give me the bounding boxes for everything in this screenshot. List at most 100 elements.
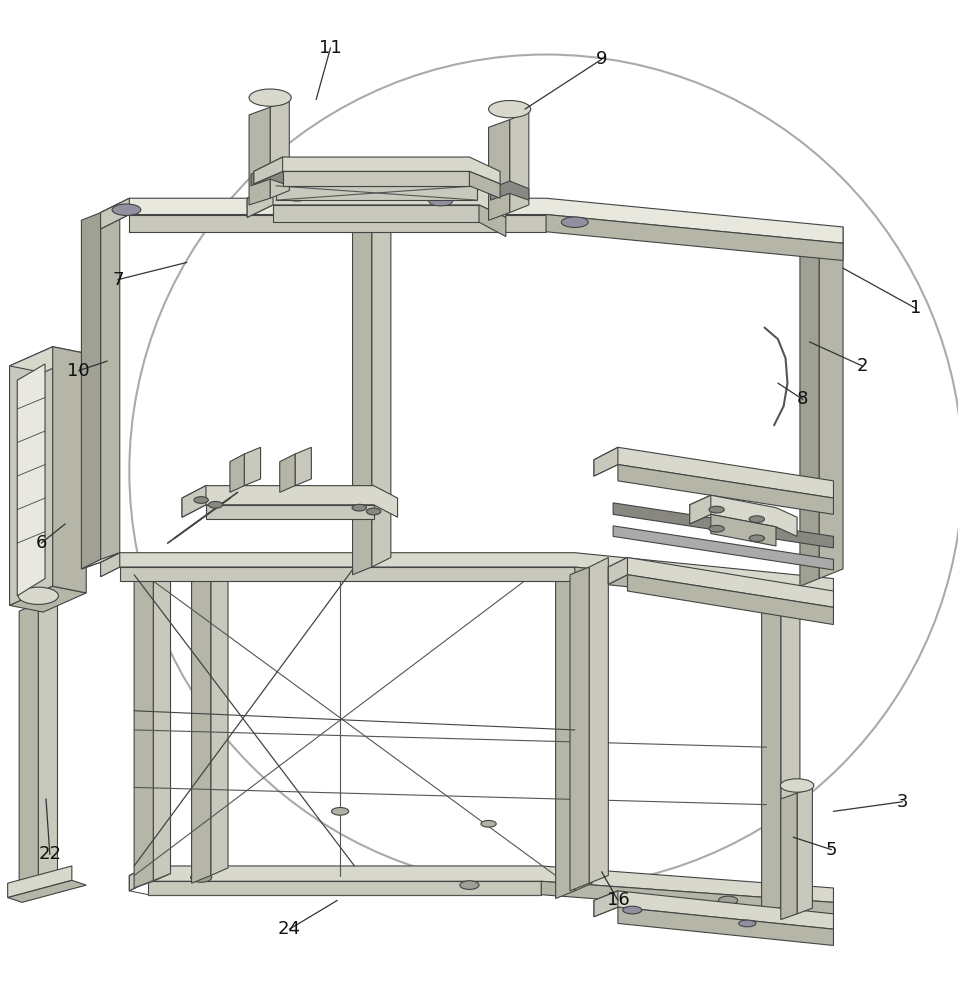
Polygon shape bbox=[283, 171, 469, 186]
Polygon shape bbox=[129, 866, 833, 902]
Polygon shape bbox=[120, 567, 575, 581]
Polygon shape bbox=[129, 866, 148, 891]
Polygon shape bbox=[613, 503, 833, 548]
Text: 24: 24 bbox=[278, 920, 301, 938]
Ellipse shape bbox=[481, 820, 496, 827]
Polygon shape bbox=[618, 907, 833, 945]
Polygon shape bbox=[19, 603, 38, 891]
Polygon shape bbox=[276, 186, 477, 200]
Polygon shape bbox=[254, 157, 283, 184]
Text: 9: 9 bbox=[596, 50, 607, 68]
Polygon shape bbox=[101, 553, 120, 577]
Ellipse shape bbox=[209, 501, 222, 508]
Polygon shape bbox=[153, 557, 171, 881]
Polygon shape bbox=[479, 205, 506, 237]
Ellipse shape bbox=[623, 906, 642, 914]
Polygon shape bbox=[273, 205, 479, 222]
Polygon shape bbox=[101, 203, 120, 562]
Polygon shape bbox=[594, 447, 618, 476]
Polygon shape bbox=[489, 120, 510, 220]
Polygon shape bbox=[594, 891, 833, 929]
Polygon shape bbox=[570, 567, 589, 891]
Text: 5: 5 bbox=[826, 841, 837, 859]
Polygon shape bbox=[797, 787, 812, 914]
Polygon shape bbox=[10, 586, 86, 612]
Polygon shape bbox=[762, 586, 781, 915]
Ellipse shape bbox=[331, 808, 349, 815]
Polygon shape bbox=[129, 215, 546, 232]
Ellipse shape bbox=[749, 535, 764, 542]
Ellipse shape bbox=[460, 881, 479, 889]
Ellipse shape bbox=[718, 896, 738, 905]
Polygon shape bbox=[101, 198, 843, 243]
Polygon shape bbox=[182, 486, 398, 517]
Polygon shape bbox=[8, 866, 72, 898]
Polygon shape bbox=[781, 577, 800, 907]
Polygon shape bbox=[800, 237, 819, 586]
Polygon shape bbox=[608, 557, 833, 607]
Ellipse shape bbox=[780, 779, 813, 792]
Polygon shape bbox=[270, 100, 289, 198]
Polygon shape bbox=[541, 881, 833, 917]
Polygon shape bbox=[182, 486, 206, 517]
Polygon shape bbox=[101, 553, 833, 593]
Polygon shape bbox=[247, 186, 506, 217]
Polygon shape bbox=[249, 107, 270, 205]
Polygon shape bbox=[594, 891, 618, 917]
Ellipse shape bbox=[709, 506, 724, 513]
Text: 11: 11 bbox=[319, 39, 342, 57]
Text: 7: 7 bbox=[112, 271, 124, 289]
Polygon shape bbox=[711, 514, 776, 546]
Polygon shape bbox=[192, 567, 211, 883]
Polygon shape bbox=[781, 793, 797, 920]
Polygon shape bbox=[594, 447, 833, 498]
Polygon shape bbox=[148, 881, 541, 895]
Polygon shape bbox=[244, 447, 261, 486]
Polygon shape bbox=[230, 454, 244, 492]
Polygon shape bbox=[251, 167, 289, 186]
Ellipse shape bbox=[18, 587, 58, 604]
Polygon shape bbox=[690, 495, 711, 524]
Text: 3: 3 bbox=[897, 793, 908, 811]
Polygon shape bbox=[295, 447, 311, 486]
Polygon shape bbox=[613, 526, 833, 570]
Polygon shape bbox=[575, 557, 592, 891]
Text: 8: 8 bbox=[797, 390, 809, 408]
Ellipse shape bbox=[249, 89, 291, 106]
Polygon shape bbox=[10, 347, 86, 373]
Ellipse shape bbox=[191, 873, 212, 882]
Polygon shape bbox=[251, 171, 502, 198]
Polygon shape bbox=[53, 347, 86, 593]
Polygon shape bbox=[206, 505, 374, 519]
Text: 10: 10 bbox=[67, 362, 90, 380]
Ellipse shape bbox=[561, 217, 588, 227]
Polygon shape bbox=[81, 553, 120, 569]
Text: 6: 6 bbox=[35, 534, 47, 552]
Polygon shape bbox=[608, 557, 627, 584]
Polygon shape bbox=[510, 112, 529, 213]
Ellipse shape bbox=[749, 516, 764, 523]
Ellipse shape bbox=[194, 497, 209, 503]
Polygon shape bbox=[254, 157, 500, 184]
Polygon shape bbox=[546, 215, 843, 260]
Ellipse shape bbox=[285, 192, 308, 201]
Polygon shape bbox=[469, 171, 500, 198]
Polygon shape bbox=[353, 213, 372, 575]
Polygon shape bbox=[556, 567, 575, 899]
Polygon shape bbox=[251, 171, 276, 198]
Polygon shape bbox=[8, 880, 86, 902]
Polygon shape bbox=[101, 198, 129, 229]
Polygon shape bbox=[575, 567, 833, 607]
Polygon shape bbox=[211, 557, 228, 876]
Ellipse shape bbox=[366, 508, 380, 515]
Polygon shape bbox=[280, 454, 295, 492]
Polygon shape bbox=[81, 213, 101, 569]
Polygon shape bbox=[17, 364, 45, 596]
Ellipse shape bbox=[112, 204, 141, 215]
Polygon shape bbox=[490, 181, 529, 200]
Text: 2: 2 bbox=[856, 357, 868, 375]
Ellipse shape bbox=[739, 920, 756, 927]
Polygon shape bbox=[372, 203, 391, 567]
Text: 16: 16 bbox=[606, 891, 629, 909]
Text: 1: 1 bbox=[910, 299, 922, 317]
